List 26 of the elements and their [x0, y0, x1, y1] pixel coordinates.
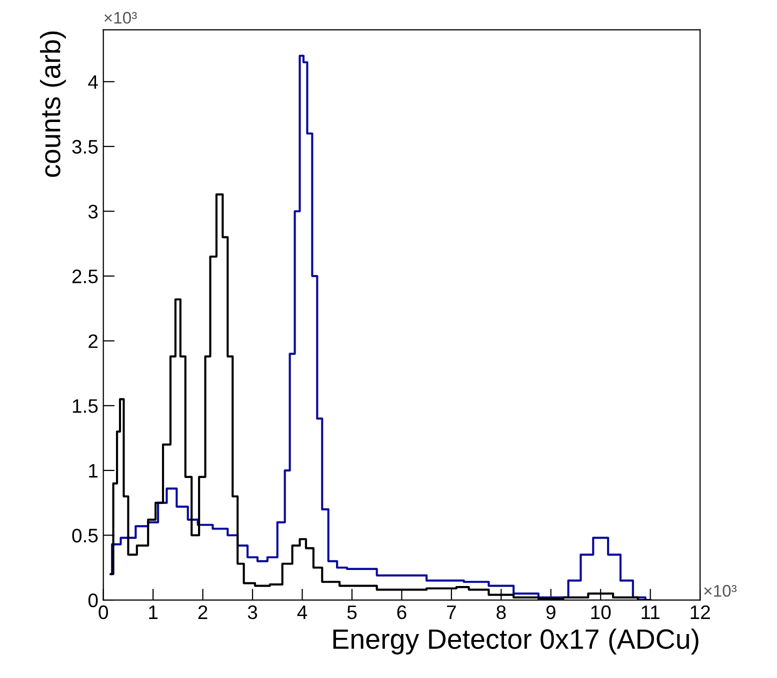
y-tick-label: 0.5	[72, 528, 98, 542]
text: ×10³	[104, 12, 137, 24]
y-tick-label: 3.5	[72, 140, 98, 154]
x-tick-label: 4	[297, 606, 308, 619]
x-tick-label: 6	[397, 605, 406, 620]
y-tick-label: 4	[88, 75, 98, 89]
x-tick-label: 1	[149, 606, 158, 619]
y-tick-label: 1.5	[72, 399, 98, 413]
x-tick-label: 2	[198, 605, 208, 619]
x-tick-label: 11	[642, 606, 660, 619]
x-tick-label: 8	[496, 605, 506, 620]
y-tick-label: 3	[88, 204, 98, 218]
x-tick-label: 5	[347, 606, 357, 620]
x-tick-label: 0	[98, 605, 108, 620]
text: ×10³	[704, 584, 737, 597]
y-axis-title: counts (arb)	[40, 32, 66, 177]
x-axis-title: Energy Detector 0x17 (ADCu)	[333, 628, 698, 654]
y-tick-label: 1	[89, 464, 98, 478]
x-tick-label: 9	[546, 605, 556, 620]
x-tick-label: 12	[690, 605, 710, 619]
y-tick-label: 2.5	[72, 270, 98, 284]
x-tick-label: 10	[591, 605, 611, 620]
x-tick-label: 7	[447, 606, 456, 619]
y-tick-label: 0	[88, 594, 98, 608]
x-tick-label: 3	[248, 605, 258, 620]
y-tick-label: 2	[88, 334, 98, 348]
